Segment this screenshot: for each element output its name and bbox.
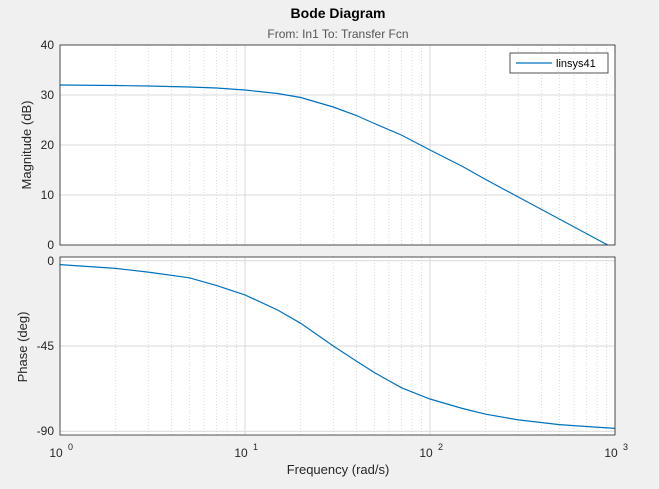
x-tick-label-base: 10 — [419, 446, 433, 460]
legend-box — [509, 52, 609, 74]
phase-axis-label: Phase (deg) — [15, 312, 30, 383]
phase-y-tick-label: -45 — [37, 339, 55, 353]
x-tick-label-exponent: 1 — [253, 442, 258, 452]
magnitude-y-tick-label: 30 — [41, 88, 55, 102]
chart-title: Bode Diagram — [291, 5, 386, 21]
x-tick-label-exponent: 3 — [623, 442, 628, 452]
x-tick-label-exponent: 0 — [68, 442, 73, 452]
phase-y-tick-label: 0 — [47, 254, 54, 268]
x-tick-label-base: 10 — [604, 446, 618, 460]
x-axis-label: Frequency (rad/s) — [287, 462, 390, 477]
magnitude-y-tick-label: 0 — [47, 238, 54, 252]
magnitude-y-tick-label: 10 — [41, 188, 55, 202]
magnitude-y-tick-label: 20 — [41, 138, 55, 152]
phase-series-line-linsys41 — [60, 264, 615, 429]
x-tick-label-exponent: 2 — [438, 442, 443, 452]
magnitude-y-tick-label: 40 — [41, 38, 55, 52]
magnitude-axis-label: Magnitude (dB) — [19, 101, 34, 190]
phase-axes-box — [59, 256, 616, 436]
phase-y-tick-label: -90 — [37, 424, 55, 438]
magnitude-axes-box — [59, 44, 616, 246]
x-tick-label-base: 10 — [234, 446, 248, 460]
chart-subtitle: From: In1 To: Transfer Fcn — [267, 27, 408, 41]
x-tick-label-base: 10 — [49, 446, 63, 460]
magnitude-series-line-linsys41 — [60, 84, 609, 245]
legend-entry: linsys41 — [556, 58, 596, 70]
